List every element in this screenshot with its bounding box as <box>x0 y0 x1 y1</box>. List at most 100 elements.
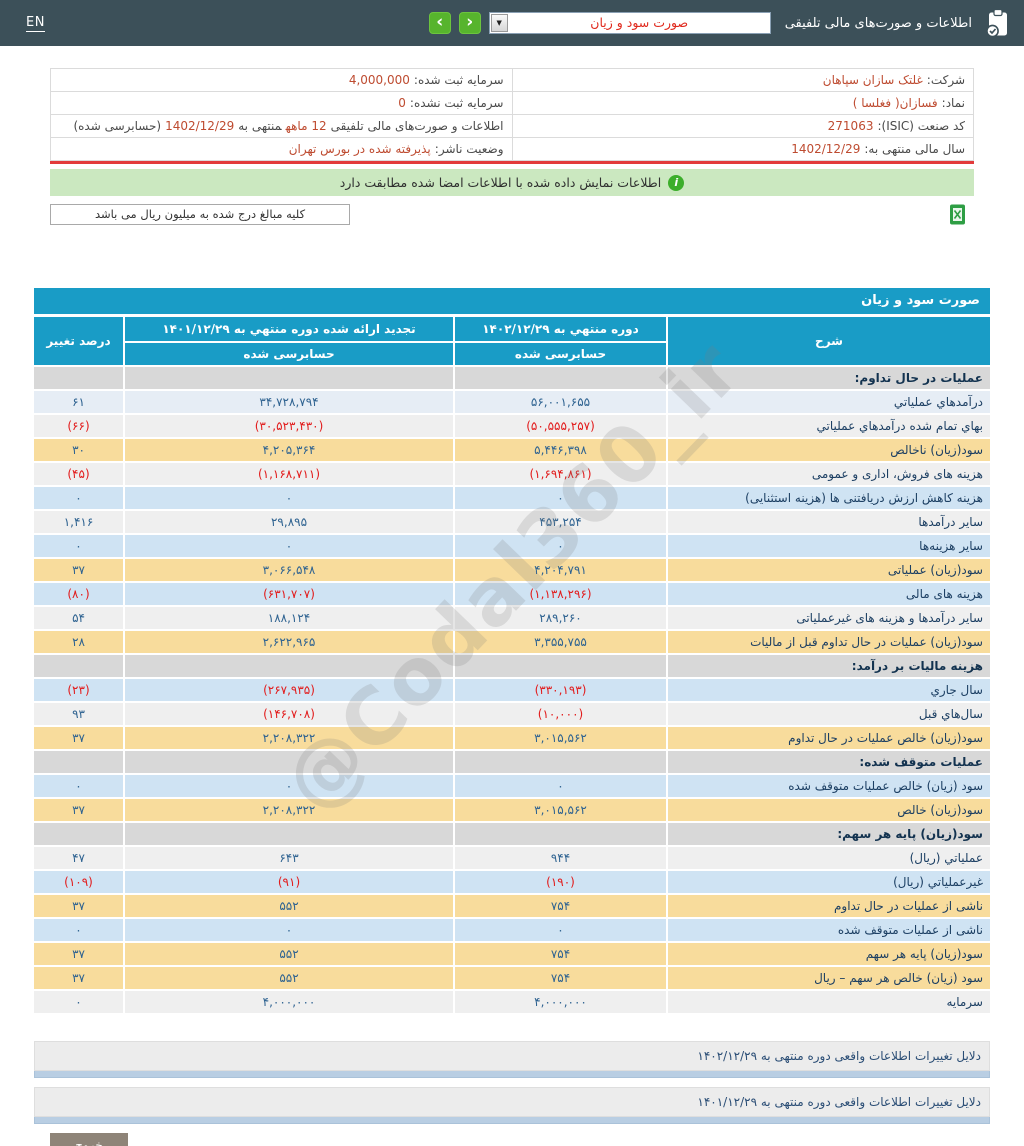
cell-percent-change: ۲۸ <box>34 631 123 653</box>
cell-value-text: ۲۸۹,۲۶۰ <box>539 611 582 625</box>
statement-section-row: سود(زیان) پایه هر سهم: <box>34 823 990 845</box>
cell-prior-value: (۳۰,۵۲۳,۴۳۰) <box>125 415 453 437</box>
prev-report-button[interactable]: › <box>428 12 451 34</box>
next-report-button[interactable]: ‹ <box>458 12 481 34</box>
cell-percent-change: (۲۳) <box>34 679 123 701</box>
cell-current-value: ۹۴۴ <box>455 847 666 869</box>
cell-value-text: ۲,۲۰۸,۳۲۲ <box>262 803 316 817</box>
cell-percent-change <box>34 751 123 773</box>
cell-value-text: ۹۳ <box>72 707 85 721</box>
cell-prior-value <box>125 751 453 773</box>
unregistered-capital-cell: سرمایه ثبت نشده:0 <box>50 91 513 115</box>
cell-prior-value: ۵۵۲ <box>125 943 453 965</box>
cell-value-text: ۳۷ <box>72 947 85 961</box>
cell-percent-change: ۳۷ <box>34 967 123 989</box>
cell-percent-change: (۶۶) <box>34 415 123 437</box>
cell-percent-change: ۵۴ <box>34 607 123 629</box>
cell-value-text: (۱۰۹) <box>64 875 93 889</box>
reason-accordion-current[interactable]: دلایل تغییرات اطلاعات واقعی دوره منتهی ب… <box>34 1041 990 1071</box>
statement-row: غیرعملیاتي (ریال) (۱۹۰) (۹۱) (۱۰۹) <box>34 871 990 893</box>
cell-value-text: ۷۵۴ <box>550 899 571 913</box>
language-toggle[interactable]: EN <box>26 14 45 32</box>
cell-value-text: (۱۰,۰۰۰) <box>537 707 584 721</box>
cell-current-value: ۴,۰۰۰,۰۰۰ <box>455 991 666 1013</box>
cell-prior-value: ۴,۲۰۵,۳۶۴ <box>125 439 453 461</box>
reason-accordion-prior[interactable]: دلایل تغییرات اطلاعات واقعی دوره منتهی ب… <box>34 1087 990 1117</box>
statement-row: عملیاتي (ریال) ۹۴۴ ۶۴۳ ۴۷ <box>34 847 990 869</box>
cell-value-text: ۳,۰۱۵,۵۶۲ <box>534 803 587 817</box>
cell-percent-change: ۳۷ <box>34 943 123 965</box>
row-label: سود(زیان) خالص عملیات در حال تداوم <box>668 727 990 749</box>
cell-value-text: ۲۹,۸۹۵ <box>270 515 308 529</box>
row-label: سود (زیان) خالص عملیات متوقف شده <box>668 775 990 797</box>
report-select[interactable]: صورت سود و زیان ▼ <box>488 12 771 34</box>
cell-value-text: ۵۵۲ <box>279 899 299 913</box>
statement-row: سود(زیان) خالص ۳,۰۱۵,۵۶۲ ۲,۲۰۸,۳۲۲ ۳۷ <box>34 799 990 821</box>
statement-title: صورت سود و زیان <box>34 288 990 314</box>
statement-row: سایر درآمدها ۴۵۳,۲۵۴ ۲۹,۸۹۵ ۱,۴۱۶ <box>34 511 990 533</box>
cell-prior-value: ۳,۰۶۶,۵۴۸ <box>125 559 453 581</box>
cell-prior-value: (۱,۱۶۸,۷۱۱) <box>125 463 453 485</box>
cell-prior-value: ۲۹,۸۹۵ <box>125 511 453 533</box>
cell-current-value: ۷۵۴ <box>455 967 666 989</box>
cell-value-text: ۳۷ <box>72 563 85 577</box>
ticker-symbol-cell: نماد:فسازان( فغلسا ) <box>511 91 974 115</box>
cell-value-text: ۳۷ <box>72 971 85 985</box>
cell-percent-change: ۰ <box>34 775 123 797</box>
cell-current-value: (۱,۱۳۸,۲۹۶) <box>455 583 666 605</box>
cell-percent-change: ۱,۴۱۶ <box>34 511 123 533</box>
cell-value-text: ۰ <box>75 923 82 937</box>
table-row: کد صنعت (ISIC):271063 اطلاعات و صورت‌های… <box>50 114 974 138</box>
company-name-cell: شرکت:غلتک سازان سپاهان <box>511 68 974 92</box>
top-bar: اطلاعات و صورت‌های مالی تلفیقی صورت سود … <box>0 0 1024 46</box>
cell-value-text: ۲۸ <box>72 635 85 649</box>
cell-prior-value: ۵۵۲ <box>125 895 453 917</box>
statement-body: عملیات در حال تداوم: درآمدهاي عملیاتي ۵۶,۰… <box>34 367 990 1013</box>
cell-value-text: ۴,۰۰۰,۰۰۰ <box>262 995 316 1009</box>
cell-prior-value: ۲,۲۰۸,۳۲۲ <box>125 799 453 821</box>
cell-percent-change: ۰ <box>34 991 123 1013</box>
row-label: هزینه کاهش ارزش دریافتنی ها (هزینه استثن… <box>668 487 990 509</box>
reason-accordion-strip[interactable] <box>34 1071 990 1078</box>
cell-prior-value: (۶۳۱,۷۰۷) <box>125 583 453 605</box>
cell-percent-change: ۰ <box>34 487 123 509</box>
row-label: سایر درآمدها و هزینه های غیرعملیاتی <box>668 607 990 629</box>
statement-section-row: هزینه مالیات بر درآمد: <box>34 655 990 677</box>
cell-current-value: ۷۵۴ <box>455 895 666 917</box>
red-divider <box>50 161 974 164</box>
excel-export-icon[interactable] <box>949 204 966 225</box>
cell-value-text: ۴۷ <box>72 851 85 865</box>
cell-prior-value <box>125 823 453 845</box>
cell-value-text: ۳۷ <box>72 731 85 745</box>
cell-percent-change: (۱۰۹) <box>34 871 123 893</box>
row-label: غیرعملیاتي (ریال) <box>668 871 990 893</box>
change-reasons-section: دلایل تغییرات اطلاعات واقعی دوره منتهی ب… <box>34 1041 990 1124</box>
cell-value-text: ۵۵۲ <box>279 947 299 961</box>
fiscal-year-cell: سال مالی منتهی به:1402/12/29 <box>511 137 974 161</box>
statement-row: سایر هزینه‌ها ۰ ۰ ۰ <box>34 535 990 557</box>
logout-button[interactable]: خروج <box>50 1133 128 1146</box>
statement-section-row: عملیات متوقف شده: <box>34 751 990 773</box>
row-label: سود(زیان) خالص <box>668 799 990 821</box>
table-row: شرکت:غلتک سازان سپاهان سرمایه ثبت شده:4,… <box>50 68 974 92</box>
company-info-table: شرکت:غلتک سازان سپاهان سرمایه ثبت شده:4,… <box>50 68 974 161</box>
cell-value-text: ۳,۰۱۵,۵۶۲ <box>534 731 587 745</box>
cell-current-value <box>455 655 666 677</box>
cell-value-text: (۱۴۶,۷۰۸) <box>263 707 315 721</box>
cell-value-text: ۰ <box>557 539 564 553</box>
cell-value-text: ۵۴ <box>72 611 85 625</box>
reason-accordion-strip[interactable] <box>34 1117 990 1124</box>
cell-current-value: ۰ <box>455 775 666 797</box>
company-info-section: شرکت:غلتک سازان سپاهان سرمایه ثبت شده:4,… <box>50 68 974 164</box>
table-row: سال مالی منتهی به:1402/12/29 وضعیت ناشر:… <box>50 137 974 161</box>
info-icon: i <box>668 174 685 191</box>
cell-prior-value: ۰ <box>125 775 453 797</box>
select-dropdown-arrow-icon[interactable]: ▼ <box>490 14 508 32</box>
row-label: عملیات در حال تداوم: <box>668 367 990 389</box>
cell-value-text: ۳,۰۶۶,۵۴۸ <box>262 563 316 577</box>
cell-value-text: ۵۵۲ <box>279 971 299 985</box>
statement-row: سود (زیان) خالص عملیات متوقف شده ۰ ۰ ۰ <box>34 775 990 797</box>
row-label: بهاي تمام شده درآمدهاي عملیاتي <box>668 415 990 437</box>
statement-row: درآمدهاي عملیاتي ۵۶,۰۰۱,۶۵۵ ۳۴,۷۲۸,۷۹۴ ۶۱ <box>34 391 990 413</box>
cell-value-text: ۴۵۳,۲۵۴ <box>539 515 582 529</box>
